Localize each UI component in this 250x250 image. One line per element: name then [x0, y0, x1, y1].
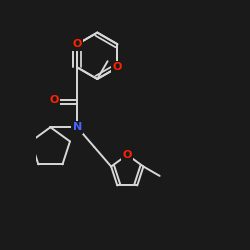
Text: O: O: [122, 150, 132, 160]
Text: O: O: [113, 62, 122, 72]
Text: N: N: [72, 122, 82, 132]
Text: O: O: [49, 94, 59, 104]
Text: N: N: [72, 39, 82, 49]
Text: O: O: [72, 39, 82, 49]
